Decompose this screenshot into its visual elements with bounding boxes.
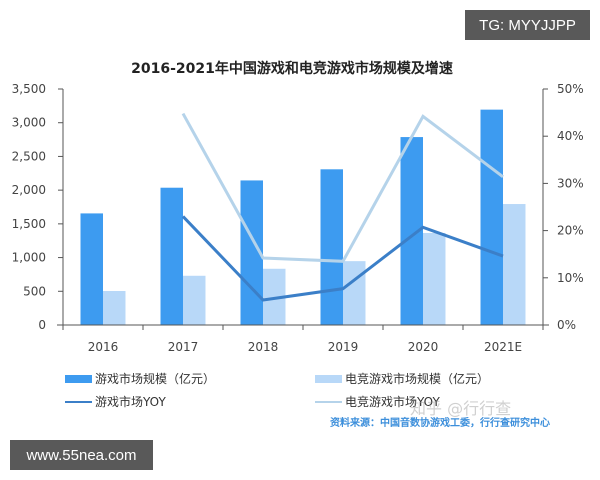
tg-badge: TG: MYYJJPP <box>465 10 590 40</box>
right-tick-label: 50% <box>557 82 584 96</box>
x-tick-label: 2018 <box>248 340 279 354</box>
x-tick-label: 2017 <box>168 340 199 354</box>
left-tick-label: 1,000 <box>12 251 46 265</box>
bar-game <box>480 109 503 325</box>
legend-label: 电竞游戏市场规模（亿元） <box>345 372 490 386</box>
left-tick-label: 3,500 <box>12 82 46 96</box>
right-tick-label: 30% <box>557 176 584 190</box>
x-tick-label: 2021E <box>484 340 522 354</box>
legend-item-esports-yoy: 电竞游戏市场YOY <box>315 393 440 410</box>
legend-item-game-market-size: 游戏市场规模（亿元） <box>65 370 215 387</box>
bar-esports <box>503 204 526 325</box>
legend-line-swatch-icon <box>315 400 342 403</box>
legend-item-game-yoy: 游戏市场YOY <box>65 393 166 410</box>
chart-title: 2016-2021年中国游戏和电竞游戏市场规模及增速 <box>131 61 453 77</box>
legend-label: 电竞游戏市场YOY <box>345 395 440 409</box>
right-tick-label: 40% <box>557 129 584 143</box>
legend-label: 游戏市场规模（亿元） <box>95 372 216 386</box>
yoy-line <box>181 112 504 263</box>
x-tick-label: 2019 <box>328 340 359 354</box>
right-tick-label: 10% <box>557 271 584 285</box>
bar-game <box>400 137 423 325</box>
bar-game <box>240 180 263 325</box>
source-note: 资料来源：中国音数协游戏工委，行行查研究中心 <box>330 418 550 429</box>
right-tick-label: 20% <box>557 224 584 238</box>
left-tick-label: 2,000 <box>12 183 46 197</box>
bar-esports <box>103 291 126 325</box>
left-tick-label: 2,500 <box>12 149 46 163</box>
legend-item-esports-market-size: 电竞游戏市场规模（亿元） <box>315 370 489 387</box>
right-tick-label: 0% <box>557 318 576 332</box>
bar-game <box>80 213 103 325</box>
legend-bar-swatch-icon <box>315 374 342 383</box>
yoy-line <box>181 215 504 302</box>
site-badge: www.55nea.com <box>10 440 153 470</box>
x-tick-label: 2016 <box>88 340 119 354</box>
legend-line-swatch-icon <box>65 400 92 403</box>
legend-bar-swatch-icon <box>65 374 92 383</box>
bar-esports <box>423 232 446 325</box>
left-tick-label: 500 <box>23 284 46 298</box>
left-tick-label: 0 <box>38 318 46 332</box>
left-tick-label: 1,500 <box>12 217 46 231</box>
zhihu-watermark: 知乎 @行行查 <box>410 399 512 418</box>
left-tick-label: 3,000 <box>12 116 46 130</box>
bar-esports <box>343 261 366 325</box>
x-tick-label: 2020 <box>408 340 439 354</box>
bar-esports <box>183 275 206 325</box>
bar-game <box>320 169 343 325</box>
bar-game <box>160 187 183 325</box>
legend-label: 游戏市场YOY <box>95 395 166 409</box>
